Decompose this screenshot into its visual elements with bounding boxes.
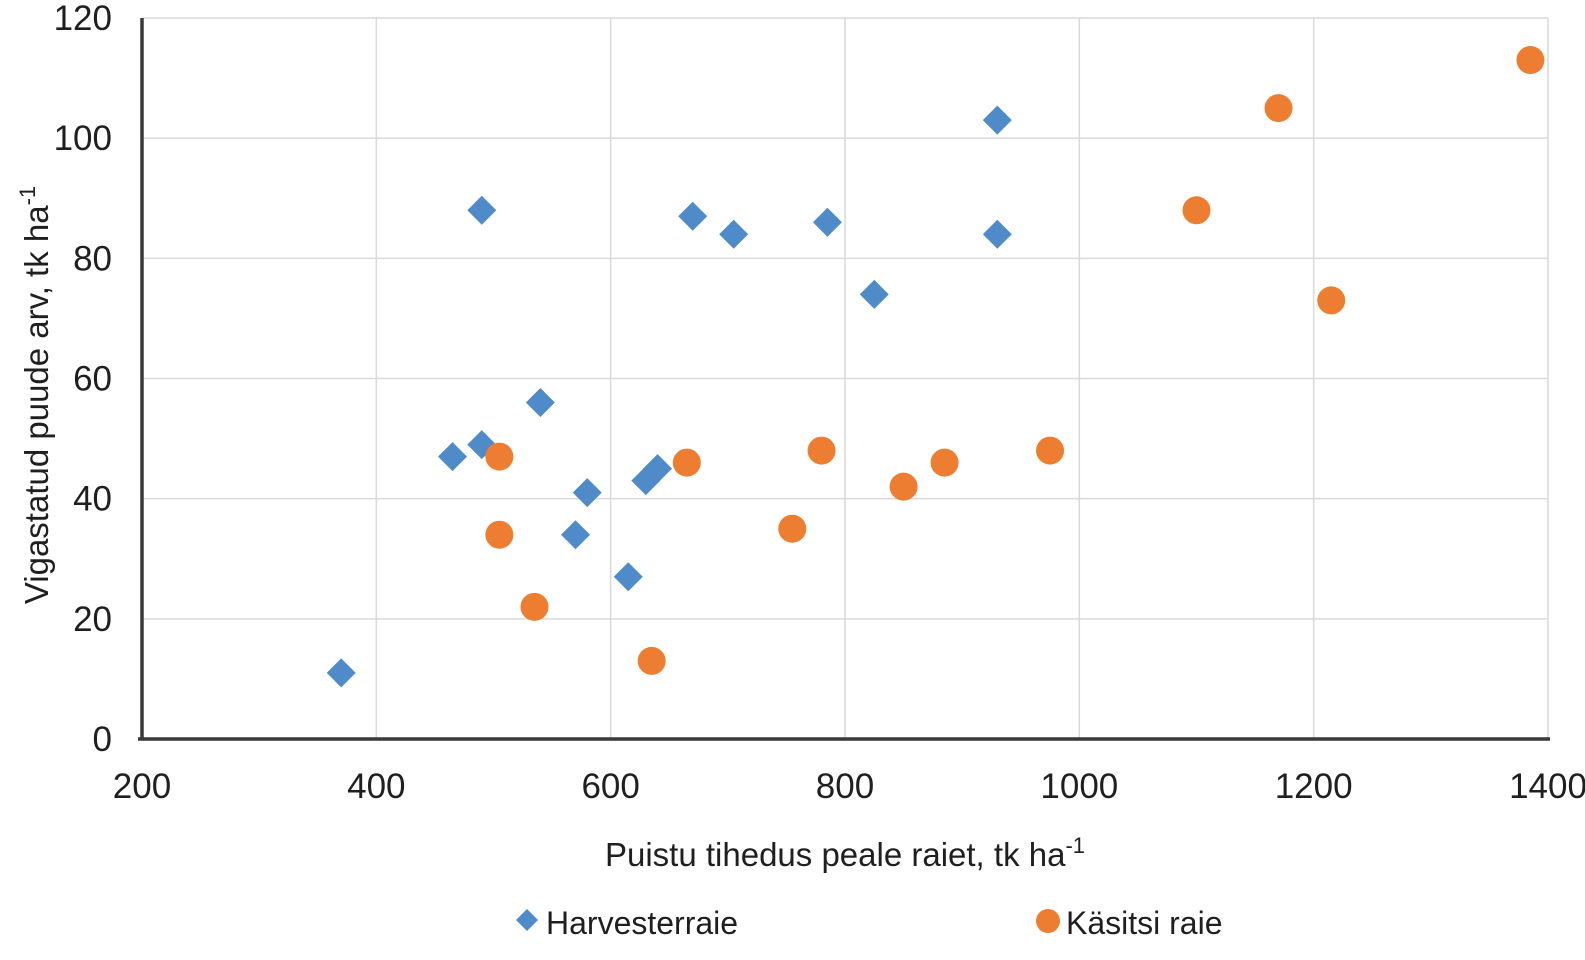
- data-point-diamond-0: [437, 442, 467, 472]
- y-tick-label: 120: [54, 0, 112, 38]
- data-points: [326, 46, 1545, 688]
- y-axis-title-text: Vigastatud puude arv, tk ha-1: [15, 186, 55, 604]
- data-point-diamond-0: [525, 388, 555, 418]
- x-tick-label: 200: [113, 767, 171, 806]
- data-point-circle-1: [1264, 94, 1293, 123]
- axis-lines: [138, 18, 1550, 741]
- data-point-circle-1: [485, 520, 514, 549]
- x-tick-label: 1000: [1040, 767, 1118, 806]
- x-tick-labels: 200 400 600 800 1000 1200 1400: [113, 767, 1585, 806]
- data-point-circle-1: [889, 472, 918, 501]
- data-point-circle-1: [930, 448, 959, 477]
- data-point-diamond-0: [467, 195, 497, 225]
- data-point-diamond-0: [326, 658, 356, 688]
- data-point-diamond-0: [678, 201, 708, 231]
- data-point-circle-1: [672, 448, 701, 477]
- x-axis-title-text: Puistu tihedus peale raiet, tk ha-1: [605, 833, 1085, 873]
- y-axis-title: Vigastatud puude arv, tk ha-1: [15, 186, 55, 604]
- data-point-circle-1: [520, 592, 549, 621]
- y-tick-label: 80: [73, 239, 112, 278]
- legend: Harvesterraie Käsitsi raie: [516, 905, 1223, 941]
- x-tick-label: 800: [816, 767, 874, 806]
- data-point-circle-1: [1036, 436, 1065, 465]
- legend-label: Harvesterraie: [546, 905, 738, 941]
- data-point-diamond-0: [561, 520, 591, 550]
- x-tick-label: 400: [347, 767, 405, 806]
- data-point-circle-1: [778, 514, 807, 543]
- data-point-diamond-0: [812, 207, 842, 237]
- data-point-diamond-0: [859, 279, 889, 309]
- y-tick-label: 20: [73, 600, 112, 639]
- y-tick-label: 60: [73, 360, 112, 399]
- y-tick-label: 0: [93, 720, 112, 759]
- harvesterraie-legend-marker-icon: [516, 909, 538, 931]
- data-point-circle-1: [637, 646, 666, 675]
- x-tick-label: 600: [581, 767, 639, 806]
- x-tick-label: 1200: [1275, 767, 1353, 806]
- data-point-diamond-0: [643, 454, 673, 484]
- data-point-diamond-0: [719, 219, 749, 249]
- x-axis-title: Puistu tihedus peale raiet, tk ha-1: [605, 833, 1085, 873]
- kasitsi-raie-legend-marker-icon: [1036, 909, 1060, 933]
- data-point-diamond-0: [982, 219, 1012, 249]
- x-tick-label: 1400: [1509, 767, 1585, 806]
- data-point-diamond-0: [572, 478, 602, 508]
- data-point-circle-1: [807, 436, 836, 465]
- data-point-circle-1: [485, 442, 514, 471]
- y-tick-label: 100: [54, 119, 112, 158]
- data-point-circle-1: [1182, 196, 1211, 225]
- data-point-diamond-0: [613, 562, 643, 592]
- y-tick-labels: 0 20 40 60 80 100 120: [54, 0, 112, 759]
- data-point-diamond-0: [982, 105, 1012, 135]
- gridlines: [142, 17, 1549, 739]
- data-point-circle-1: [1317, 286, 1346, 315]
- data-point-circle-1: [1516, 46, 1545, 75]
- y-tick-label: 40: [73, 480, 112, 519]
- legend-label: Käsitsi raie: [1066, 905, 1223, 941]
